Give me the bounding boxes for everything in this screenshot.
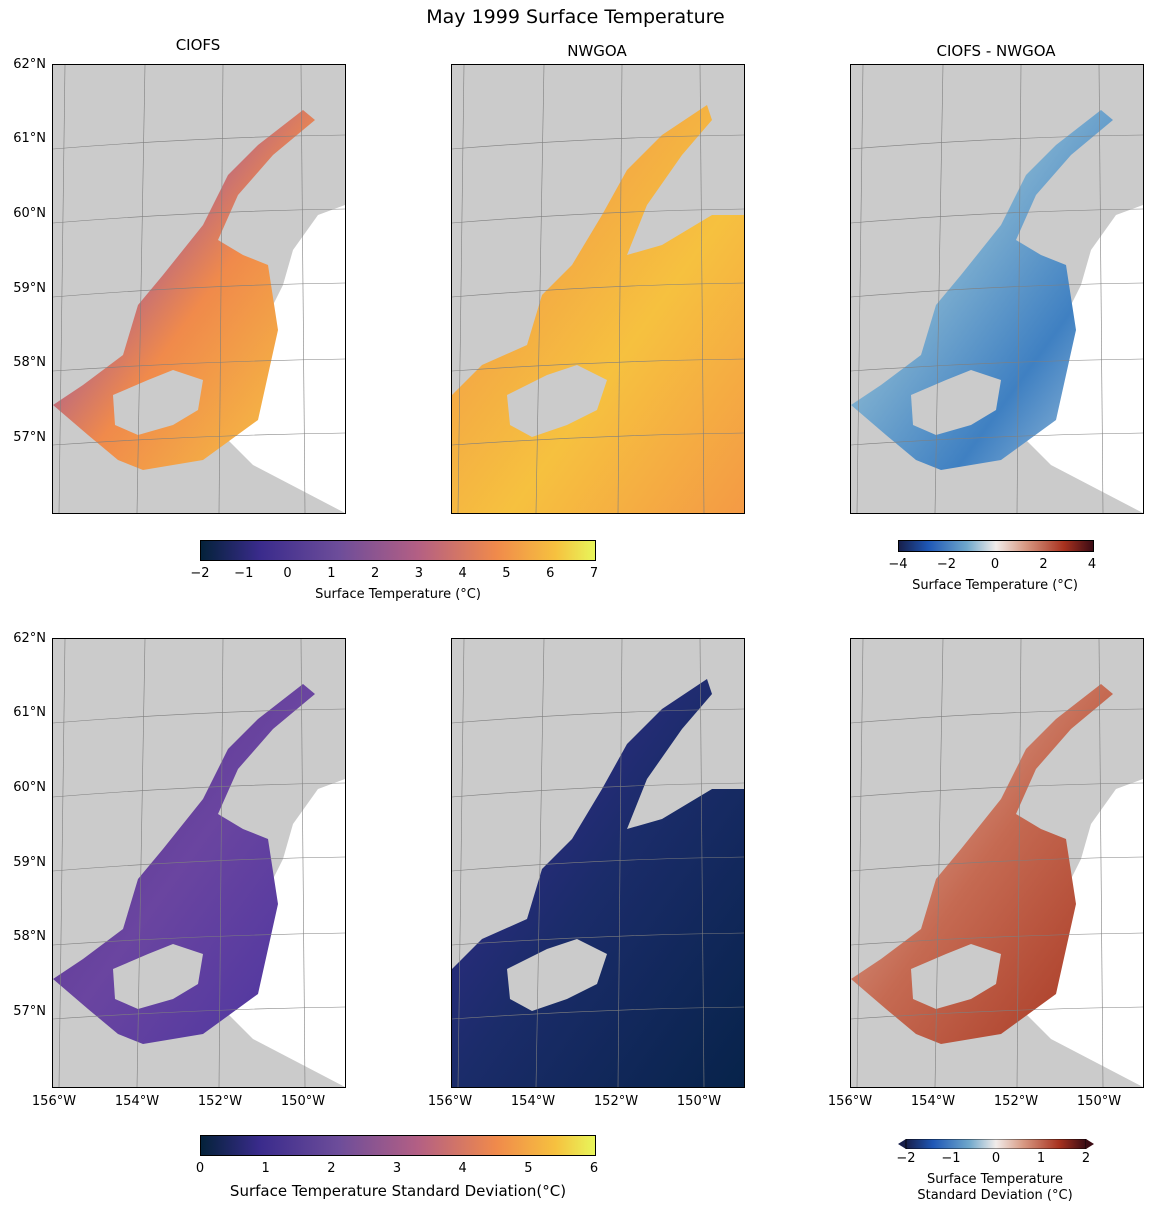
colorbar-tick-label: 2 <box>370 566 380 581</box>
colorbar-tick-label: −2 <box>896 1151 916 1166</box>
lon-label: 154°W <box>510 1094 556 1109</box>
figure-title: May 1999 Surface Temperature <box>426 6 725 28</box>
colorbar-temperature-difference <box>898 540 1094 552</box>
lon-label: 154°W <box>114 1094 160 1109</box>
colorbar-temperature-difference-label: Surface Temperature (°C) <box>912 578 1078 593</box>
colorbar-tick-label: 4 <box>458 566 467 581</box>
kodiak-island <box>113 944 203 1009</box>
colorbar-tick-label: 4 <box>458 1161 467 1176</box>
colorbar-stddev-difference-label-1: Surface Temperature <box>926 1172 1063 1187</box>
lat-label: 57°N <box>13 1004 46 1019</box>
graticule <box>452 639 744 1087</box>
colorbar-tick-label: −2 <box>190 566 210 581</box>
colorbar-temperature-label: Surface Temperature (°C) <box>315 587 481 602</box>
map-panel-ciofs-temperature <box>52 64 346 514</box>
colorbar-tick-label: −1 <box>234 566 254 581</box>
difference-field <box>851 110 1113 470</box>
colorbar-tick-label: 0 <box>991 1151 1001 1166</box>
colorbar-stddev-difference-label-2: Standard Deviation (°C) <box>917 1188 1073 1203</box>
colorbar-tick-label: 2 <box>1081 1151 1091 1166</box>
lat-label: 62°N <box>13 631 46 646</box>
lon-label: 150°W <box>280 1094 326 1109</box>
colorbar-stddev-difference <box>898 1134 1094 1150</box>
kodiak-island <box>507 939 607 1011</box>
lon-label: 150°W <box>676 1094 722 1109</box>
colorbar-stddev <box>200 1135 596 1156</box>
colorbar-tick-label: 3 <box>392 1161 402 1176</box>
stddev-difference-field <box>851 684 1113 1044</box>
colorbar-tick-label: 5 <box>502 566 511 581</box>
colorbar-tick-label: 7 <box>589 566 599 581</box>
colorbar-tick-label: 5 <box>524 1161 533 1176</box>
panel-title-ciofs: CIOFS <box>175 36 221 54</box>
colorbar-tick-label: 6 <box>546 566 555 581</box>
lat-label: 60°N <box>13 780 46 795</box>
colorbar-stddev-label: Surface Temperature Standard Deviation(°… <box>229 1182 567 1200</box>
colorbar-tick-label: 2 <box>327 1161 336 1176</box>
colorbar-temperature <box>200 540 596 561</box>
panel-title-nwgoa: NWGOA <box>567 42 627 60</box>
kodiak-island <box>911 370 1001 435</box>
map-panel-difference-stddev <box>850 638 1144 1088</box>
lon-label: 152°W <box>993 1094 1039 1109</box>
lat-label: 61°N <box>13 705 46 720</box>
colorbar-tick-label: −2 <box>936 557 957 572</box>
lat-label: 62°N <box>13 57 46 72</box>
graticule <box>53 639 345 1087</box>
map-panel-nwgoa-temperature <box>451 64 745 514</box>
lat-label: 59°N <box>13 281 46 296</box>
lon-label: 150°W <box>1076 1094 1122 1109</box>
graticule <box>53 65 345 513</box>
colorbar-tick-label: 1 <box>1036 1151 1046 1166</box>
cook-inlet-stddev-field <box>53 684 315 1044</box>
colorbar-tick-label: 0 <box>195 1161 205 1176</box>
open-ocean <box>213 205 345 513</box>
lon-label: 156°W <box>31 1094 77 1109</box>
panel-title-difference: CIOFS - NWGOA <box>936 42 1056 60</box>
graticule <box>452 65 744 513</box>
lon-label: 152°W <box>197 1094 243 1109</box>
lon-label: 154°W <box>910 1094 956 1109</box>
colorbar-tick-label: 4 <box>1087 557 1097 572</box>
graticule <box>851 65 1143 513</box>
colorbar-tick-label: 0 <box>990 557 1000 572</box>
lon-label: 152°W <box>593 1094 639 1109</box>
lon-label: 156°W <box>827 1094 873 1109</box>
cook-inlet-model-domain <box>53 110 315 470</box>
map-panel-nwgoa-stddev <box>451 638 745 1088</box>
colorbar-tick-label: 2 <box>1039 557 1048 572</box>
lat-label: 60°N <box>13 206 46 221</box>
lat-label: 58°N <box>13 355 46 370</box>
colorbar-tick-label: −4 <box>888 557 908 572</box>
open-ocean <box>1011 205 1143 513</box>
colorbar-tick-label: 0 <box>283 566 292 581</box>
graticule <box>851 639 1143 1087</box>
colorbar-tick-label: 3 <box>414 566 424 581</box>
colorbar-tick-label: −1 <box>941 1151 961 1166</box>
kodiak-island <box>113 370 203 435</box>
map-panel-difference-temperature <box>850 64 1144 514</box>
lat-label: 58°N <box>13 929 46 944</box>
lat-label: 59°N <box>13 855 46 870</box>
colorbar-tick-label: 1 <box>327 566 336 581</box>
colorbar-tick-label: 1 <box>261 1161 270 1176</box>
open-ocean <box>1011 779 1143 1087</box>
kodiak-island <box>911 944 1001 1009</box>
lat-label: 57°N <box>13 430 46 445</box>
kodiak-island <box>507 365 607 437</box>
colorbar-tick-label: 6 <box>589 1161 599 1176</box>
lat-label: 61°N <box>13 131 46 146</box>
open-ocean <box>213 779 345 1087</box>
lon-label: 156°W <box>427 1094 473 1109</box>
map-panel-ciofs-stddev <box>52 638 346 1088</box>
